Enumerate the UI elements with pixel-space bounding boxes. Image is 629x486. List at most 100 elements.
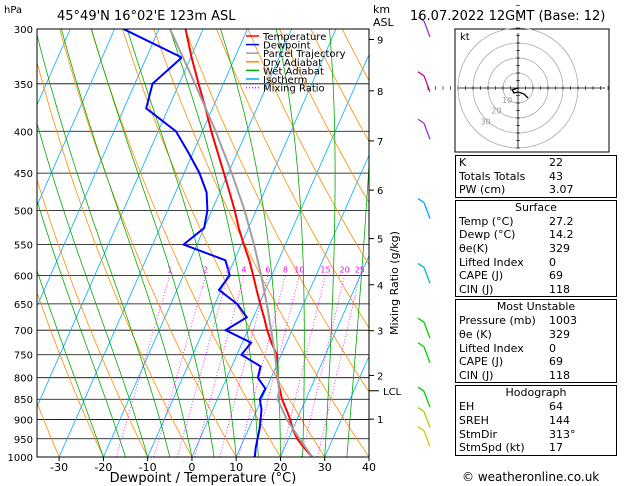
basic-index-label: PW (cm) <box>459 183 506 197</box>
pressure-tick-label: 700 <box>14 326 33 337</box>
hodograph-frame <box>454 28 610 153</box>
dry-adiabat-line <box>37 60 193 457</box>
wind-barb <box>423 202 431 219</box>
isotherm-line <box>37 29 71 106</box>
legend-label: Dewpoint <box>263 41 311 52</box>
surface-index-value: 14.2 <box>549 228 574 242</box>
hodo-index-value: 64 <box>549 400 563 414</box>
pressure-tick-label: 750 <box>14 351 33 362</box>
mu-index-label: CIN (J) <box>459 368 494 382</box>
pressure-tick-label: 600 <box>14 271 33 282</box>
wet-adiabat-line <box>220 29 281 457</box>
wind-barb <box>423 20 431 38</box>
x-axis-label: Dewpoint / Temperature (°C) <box>110 471 297 486</box>
pressure-tick-label: 450 <box>14 169 33 180</box>
wind-barb-flag <box>417 118 425 124</box>
basic-index-label: K <box>459 156 467 169</box>
wind-barb-flag <box>417 198 425 204</box>
wind-barb <box>423 75 431 93</box>
mu-index-label: CAPE (J) <box>459 355 504 369</box>
height-tick-label: 6 <box>377 186 383 197</box>
wind-barb <box>423 411 431 428</box>
surface-index-row: Temp (°C) 27.2 <box>456 215 616 229</box>
surface-index-value: 118 <box>549 282 570 296</box>
mu-index-value: 118 <box>549 368 570 382</box>
mixing-ratio-line <box>238 275 286 457</box>
pressure-tick-label: 300 <box>14 25 33 36</box>
surface-index-label: Lifted Index <box>459 255 524 269</box>
wet-adiabat-line <box>346 158 369 457</box>
pressure-tick-label: 350 <box>14 80 33 91</box>
x-tick-label: 20 <box>273 461 287 474</box>
mixing-ratio-label: 10 <box>294 265 304 274</box>
surface-index-label: CAPE (J) <box>459 269 504 283</box>
height-tick-label: 9 <box>377 36 383 47</box>
basic-index-label: Totals Totals <box>459 169 526 183</box>
mixing-ratio-line <box>177 275 229 457</box>
wind-barb <box>423 430 431 447</box>
pressure-tick-label: 550 <box>14 240 33 251</box>
height-tick-label: 5 <box>377 235 383 246</box>
location-title: 45°49'N 16°02'E 123m ASL <box>57 9 236 24</box>
surface-index-value: 0 <box>549 255 556 269</box>
mixing-ratio-label: 8 <box>283 265 288 274</box>
hodo-index-value: 313° <box>549 427 576 441</box>
hodo-index-value: 144 <box>549 413 570 427</box>
hodo-index-label: SREH <box>459 413 489 427</box>
mu-index-label: θe (K) <box>459 327 492 341</box>
wind-barb-flag <box>417 407 425 413</box>
isotherm-line <box>103 29 293 457</box>
basic-index-value: 22 <box>549 156 563 169</box>
footer-credit: © weatheronline.co.uk <box>462 470 600 484</box>
mu-index-row: Lifted Index 0 <box>456 342 616 356</box>
isotherm-line <box>58 29 248 457</box>
surface-index-value: 69 <box>549 269 563 283</box>
mixing-ratio-label: 20 <box>340 265 350 274</box>
isotherm-line <box>191 53 369 457</box>
hodograph-trace <box>510 87 529 99</box>
pressure-tick-label: 850 <box>14 395 33 406</box>
mixing-ratio-label: 25 <box>355 265 365 274</box>
hodo-index-label: StmDir <box>459 427 498 441</box>
hodo-index-label: StmSpd (kt) <box>459 441 525 455</box>
wind-barb-flag <box>417 262 425 268</box>
pressure-tick-label: 950 <box>14 435 33 446</box>
wet-adiabat-line <box>324 29 336 457</box>
legend-label: Isotherm <box>263 75 307 86</box>
surface-index-label: CIN (J) <box>459 282 494 296</box>
x-tick-label: -10 <box>139 461 157 474</box>
mu-index-row: CIN (J) 118 <box>456 369 616 383</box>
surface-index-label: Temp (°C) <box>459 214 514 228</box>
mixing-ratio-axis-label: Mixing Ratio (g/kg) <box>388 231 401 335</box>
hodo-index-row: StmDir 313° <box>456 428 616 442</box>
surface-index-value: 329 <box>549 241 570 255</box>
dry-adiabat-line <box>184 29 369 393</box>
pressure-tick-label: 900 <box>14 416 33 427</box>
dry-adiabat-line <box>37 178 149 457</box>
plot-frame <box>36 28 370 458</box>
wind-barb <box>423 346 431 363</box>
isotherm-line <box>280 254 369 457</box>
mixing-ratio-line <box>280 275 326 457</box>
mu-index-row: θe (K) 329 <box>456 328 616 342</box>
surface-index-row: CIN (J) 118 <box>456 283 616 297</box>
hodograph-ring-label: 30 <box>481 117 491 126</box>
indices-panel: K 22 Totals Totals 43 PW (cm) 3.07 Surface Te… <box>455 155 617 458</box>
hodo-index-row: StmSpd (kt) 17 <box>456 441 616 455</box>
dry-adiabat-line <box>0 29 15 457</box>
surface-box: Surface Temp (°C) 27.2 Dewp (°C) 14.2 θe(K) 3… <box>455 199 617 298</box>
isotherm-line <box>235 154 369 457</box>
wind-barb-flag <box>417 386 425 392</box>
surface-index-row: θe(K) 329 <box>456 242 616 256</box>
isotherm-line <box>324 355 369 457</box>
dry-adiabat-line <box>247 29 369 266</box>
series-temperature <box>184 29 314 457</box>
wet-adiabat-line <box>37 199 126 457</box>
dry-adiabat-line <box>153 29 369 457</box>
hodograph-ring-label: 10 <box>502 96 512 105</box>
height-tick-label: 8 <box>377 87 383 98</box>
hodograph-ring-label: 20 <box>491 107 501 116</box>
mixing-ratio-label: 4 <box>242 265 247 274</box>
x-tick-label: 40 <box>362 461 376 474</box>
legend-label: Mixing Ratio <box>263 84 325 95</box>
